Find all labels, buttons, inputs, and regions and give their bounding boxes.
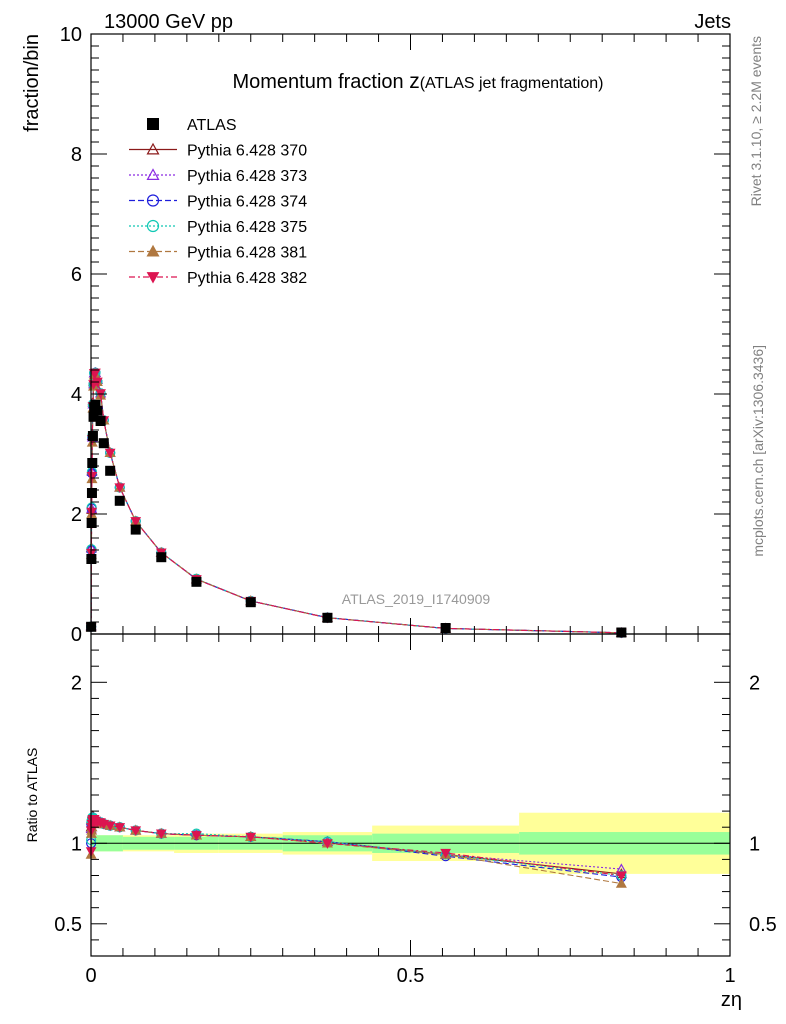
y-tick-label-main-5: 10 [60,24,82,46]
chart-title-main: Momentum fraction [232,71,409,93]
data-point-15 [156,552,167,563]
main-marker-5-2 [86,507,97,518]
y-tick-label-main-3: 6 [71,264,82,286]
rivet-version-label: Rivet 3.1.10, ≥ 2.2M events [748,36,764,206]
legend-label-1: Pythia 6.428 373 [187,168,307,185]
analysis-label: ATLAS_2019_I1740909 [342,591,491,607]
data-point-14 [130,524,141,535]
data-point-11 [98,438,109,449]
data-point-13 [114,495,125,506]
y-axis-label-main: fraction/bin [21,34,43,132]
data-point-6 [88,411,99,422]
legend-marker-atlas [147,118,159,130]
y-tick-label-ratio-right-0: 0.5 [749,914,777,936]
data-point-2 [86,518,97,528]
legend-label-5: Pythia 6.428 382 [187,270,307,287]
data-point-20 [616,627,627,638]
chart-title: Momentum fraction z(ATLAS jet fragmentat… [232,70,603,93]
legend-label-3: Pythia 6.428 375 [187,219,307,236]
y-tick-label-main-2: 4 [71,384,82,406]
ratio-frame [90,633,731,957]
y-tick-label-ratio-right-2: 2 [749,672,760,694]
chart-title-symbol: z [409,70,420,93]
ratio-marker-5-17 [245,832,257,843]
data-point-12 [105,465,116,476]
y-axis-label-ratio: Ratio to ATLAS [24,748,40,843]
mc-curves [85,366,627,888]
data-point-8 [90,399,101,410]
ratio-marker-5-12 [104,821,116,832]
x-tick-label-0: 0 [85,965,96,987]
legend-marker-2 [146,194,160,207]
legend-marker-1 [146,168,160,180]
y-tick-label-ratio-1: 1 [71,833,82,855]
ratio-marker-5-16 [191,831,202,841]
legend-label-atlas: ATLAS [187,117,237,134]
legend-marker-4 [146,244,160,257]
main-marker-5-14 [130,517,142,527]
x-tick-label-2: 1 [724,965,735,987]
main-marker-5-13 [114,483,126,494]
legend-label-4: Pythia 6.428 381 [187,245,307,262]
data-point-3 [86,488,97,498]
y-tick-label-main-0: 0 [71,624,82,646]
x-axis-label: zη [721,989,742,1011]
ratio-marker-4-20 [615,877,627,888]
ratio-marker-5-13 [114,823,126,833]
atlas-data-points [86,399,627,638]
data-point-17 [245,597,256,608]
ratio-marker-5-18 [322,839,333,849]
x-tick-label-1: 0.5 [397,965,425,987]
data-point-16 [191,576,202,587]
category-label: Jets [694,11,731,33]
y-tick-label-main-1: 2 [71,504,82,526]
ratio-marker-5-14 [130,826,142,836]
legend-marker-3 [146,219,160,233]
legend-marker-0 [146,142,160,155]
data-point-4 [87,458,98,468]
data-point-10 [95,416,106,426]
y-tick-label-main-4: 8 [71,144,82,166]
main-marker-5-12 [104,448,116,459]
data-point-18 [322,612,333,623]
y-tick-label-ratio-right-1: 1 [749,833,760,855]
ratio-marker-5-19 [440,848,451,859]
main-marker-5-8 [90,368,101,379]
mcplots-label: mcplots.cern.ch [arXiv:1306.3436] [750,345,766,557]
ratio-marker-5-15 [155,829,167,840]
y-tick-label-ratio-0: 0.5 [54,914,82,936]
legend-label-2: Pythia 6.428 374 [187,194,307,211]
ratio-marker-5-20 [616,871,627,882]
y-tick-label-ratio-2: 2 [71,672,82,694]
main-marker-5-3 [86,471,98,482]
process-label: 13000 GeV pp [104,11,233,33]
data-point-5 [87,431,98,441]
chart-title-sub: (ATLAS jet fragmentation) [420,75,604,92]
legend-label-0: Pythia 6.428 370 [187,143,307,160]
data-point-19 [440,623,451,633]
legend-marker-5 [146,272,160,284]
legend: ATLAS Pythia 6.428 370 Pythia 6.428 373 Pyt… [129,117,307,287]
data-point-9 [92,405,103,416]
